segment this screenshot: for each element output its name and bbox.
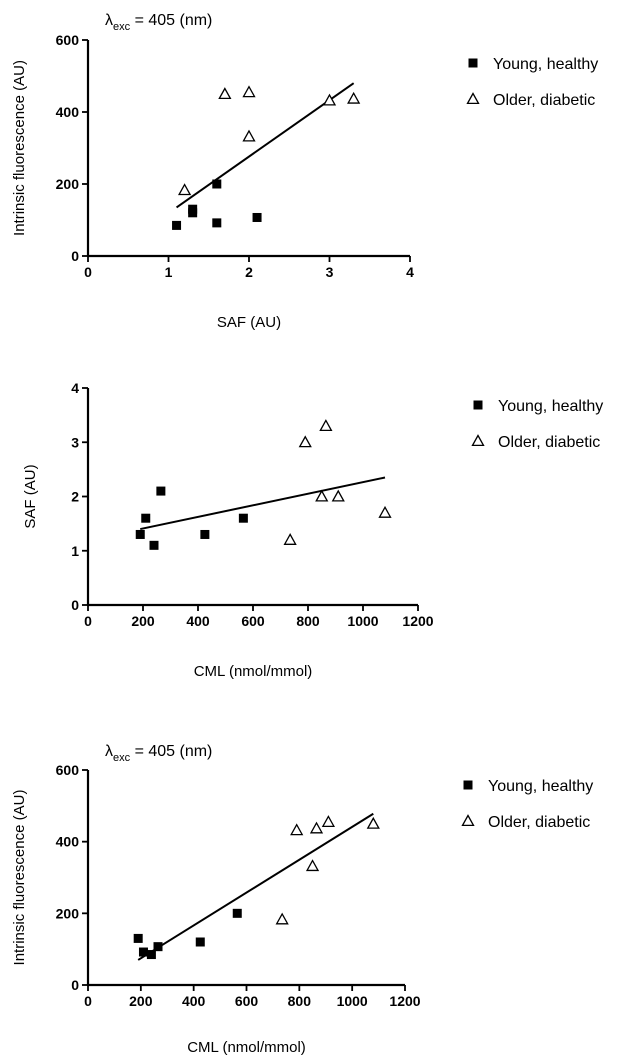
legend-marker-square [463, 780, 473, 790]
data-point-older-diabetic [218, 87, 232, 100]
data-point-older-diabetic [319, 419, 333, 432]
x-tick-label: 3 [326, 264, 334, 280]
data-point-young-healthy [138, 947, 148, 957]
legend-marker-triangle [466, 92, 480, 105]
annotation-value: = 405 (nm) [130, 743, 212, 760]
data-point-young-healthy [149, 540, 159, 550]
data-point-older-diabetic [275, 912, 289, 925]
data-point-older-diabetic [331, 489, 345, 502]
x-tick-label: 4 [406, 264, 414, 280]
legend-label: Older, diabetic [493, 92, 595, 109]
y-axis-label: Intrinsic fluorescence (AU) [11, 790, 28, 966]
data-point-older-diabetic [378, 505, 392, 518]
data-point-older-diabetic [315, 489, 329, 502]
data-point-older-diabetic [290, 823, 304, 836]
x-tick-label: 600 [235, 993, 259, 1009]
x-tick-label: 0 [84, 993, 92, 1009]
chart-1: 0 200 400 600 0 1 2 3 4 SAF (AU) Intrinsic fluores… [11, 12, 598, 331]
annotation-value: = 405 (nm) [130, 12, 212, 29]
data-point-older-diabetic [283, 533, 297, 545]
y-tick-label: 600 [56, 762, 80, 778]
y-tick-label: 400 [56, 104, 80, 120]
data-point-older-diabetic [309, 821, 324, 834]
data-point-young-healthy [212, 218, 222, 228]
data-point-young-healthy [252, 212, 262, 222]
annotation-lambda: λ [105, 743, 113, 760]
data-point-young-healthy [212, 179, 222, 189]
y-tick-label: 0 [71, 597, 79, 613]
data-point-young-healthy [135, 529, 145, 539]
annotation-subscript: exc [113, 752, 131, 764]
x-axis-label: CML (nmol/mmol) [194, 663, 313, 680]
legend-marker-triangle [471, 434, 485, 447]
y-tick-label: 1 [71, 543, 79, 559]
x-tick-label: 2 [245, 264, 253, 280]
y-tick-label: 200 [56, 905, 80, 921]
y-tick-label: 400 [56, 834, 80, 850]
y-tick-label: 3 [71, 434, 79, 450]
excitation-annotation: λexc = 405 (nm) [105, 12, 212, 33]
data-point-older-diabetic [177, 183, 192, 196]
chart-3: 0 200 400 600 0 200 400 600 800 1000 1200 CML (nmol… [11, 743, 593, 1056]
y-tick-label: 2 [71, 489, 79, 505]
x-tick-label: 1000 [347, 613, 378, 629]
data-point-older-diabetic [305, 859, 320, 872]
x-tick-label: 400 [182, 993, 206, 1009]
x-tick-label: 600 [241, 613, 265, 629]
x-tick-label: 200 [129, 993, 153, 1009]
data-point-older-diabetic [242, 85, 256, 98]
data-point-young-healthy [133, 933, 143, 943]
x-tick-label: 0 [84, 613, 92, 629]
legend-label: Older, diabetic [488, 814, 590, 831]
legend-label: Older, diabetic [498, 434, 600, 451]
x-tick-label: 1 [165, 264, 173, 280]
x-tick-label: 1200 [402, 613, 433, 629]
x-tick-label: 1200 [389, 993, 420, 1009]
y-axis-label: SAF (AU) [22, 464, 39, 528]
chart-2: 0 1 2 3 4 0 200 400 600 800 1000 1200 CML (nmol/mmol… [22, 380, 603, 680]
legend-label: Young, healthy [498, 398, 603, 415]
data-point-older-diabetic [321, 815, 335, 828]
x-tick-label: 0 [84, 264, 92, 280]
y-tick-label: 0 [71, 977, 79, 993]
data-point-young-healthy [156, 486, 166, 496]
excitation-annotation: λexc = 405 (nm) [105, 743, 212, 764]
y-tick-label: 200 [56, 176, 80, 192]
legend-marker-square [468, 58, 478, 68]
legend-label: Young, healthy [488, 778, 593, 795]
x-tick-label: 800 [296, 613, 320, 629]
data-point-older-diabetic [347, 91, 361, 104]
regression-line [140, 476, 386, 531]
y-tick-label: 600 [56, 32, 80, 48]
annotation-subscript: exc [113, 21, 131, 33]
x-tick-label: 800 [288, 993, 312, 1009]
data-point-older-diabetic [366, 816, 380, 829]
y-tick-label: 0 [71, 248, 79, 264]
data-point-young-healthy [200, 529, 210, 539]
legend-marker-triangle [461, 814, 475, 827]
x-tick-label: 400 [186, 613, 210, 629]
data-point-young-healthy [141, 513, 151, 523]
annotation-lambda: λ [105, 12, 113, 29]
x-axis-label: SAF (AU) [217, 314, 281, 331]
data-point-young-healthy [232, 908, 242, 918]
legend-label: Young, healthy [493, 56, 598, 73]
data-point-young-healthy [172, 220, 182, 230]
data-point-young-healthy [153, 942, 163, 952]
y-tick-label: 4 [71, 380, 79, 396]
x-axis-label: CML (nmol/mmol) [187, 1039, 306, 1056]
data-point-older-diabetic [322, 93, 337, 106]
data-point-young-healthy [195, 937, 205, 947]
data-point-young-healthy [146, 950, 156, 960]
data-point-young-healthy [238, 513, 248, 523]
data-point-young-healthy [188, 204, 198, 214]
x-tick-label: 200 [131, 613, 155, 629]
y-axis-label: Intrinsic fluorescence (AU) [11, 60, 28, 236]
regression-line [137, 812, 374, 961]
data-point-older-diabetic [298, 435, 312, 448]
x-tick-label: 1000 [337, 993, 368, 1009]
legend-marker-square [473, 400, 483, 410]
data-point-older-diabetic [242, 129, 256, 142]
